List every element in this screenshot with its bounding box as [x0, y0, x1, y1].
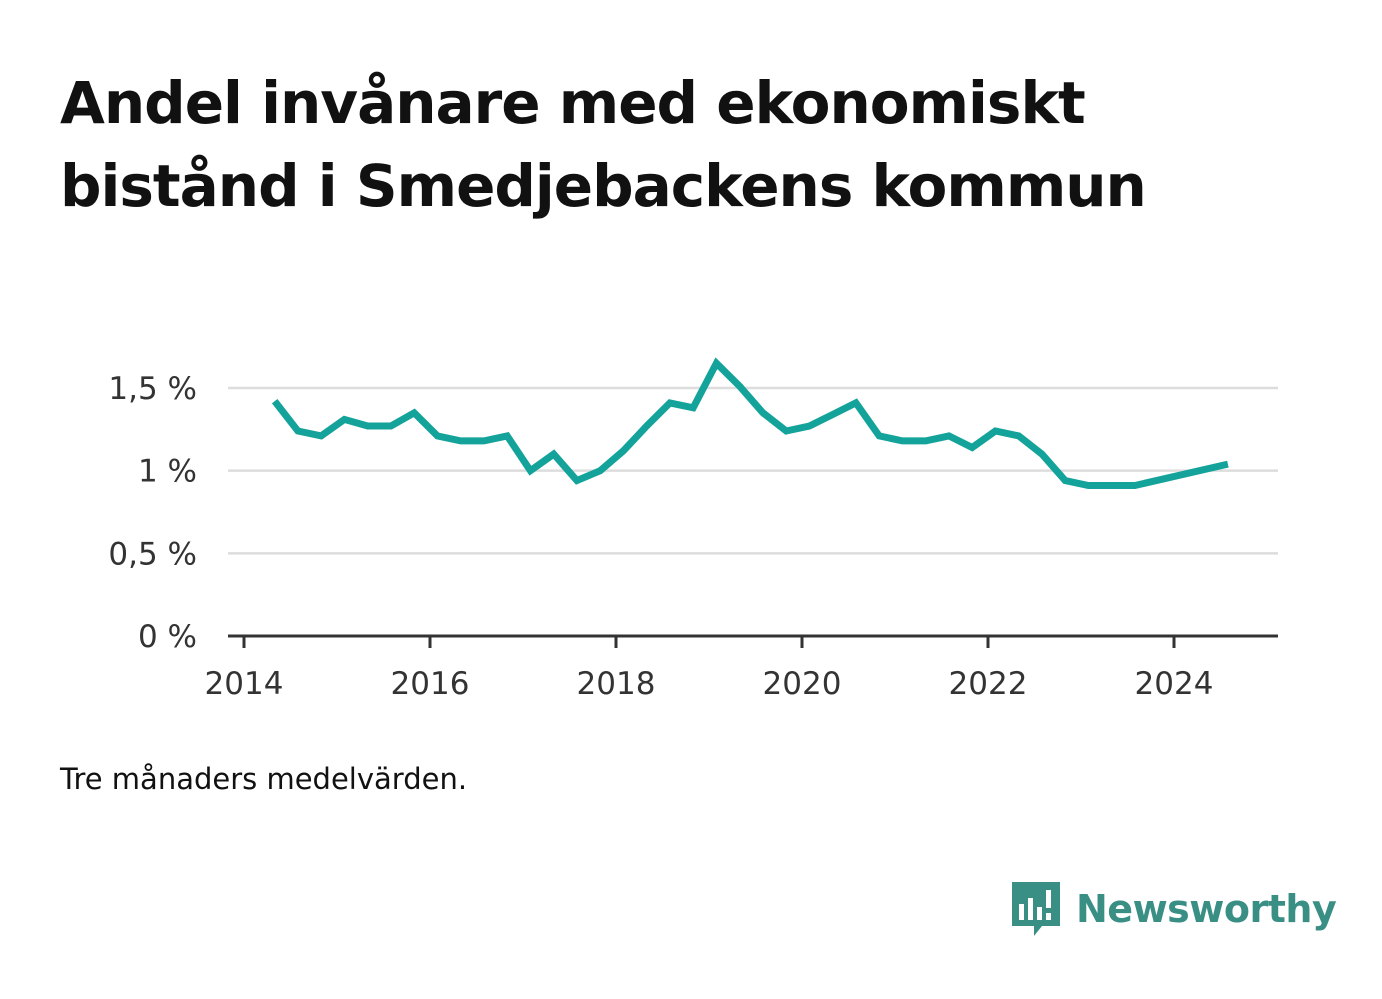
brand-name: Newsworthy — [1076, 887, 1337, 931]
x-tick-label: 2014 — [205, 666, 284, 702]
y-tick-label: 0 % — [138, 619, 197, 655]
newsworthy-logo[interactable]: Newsworthy — [1010, 878, 1337, 940]
series-line — [271, 357, 1229, 489]
y-tick-label: 1,5 % — [108, 371, 197, 407]
bar-chart-speech-bubble-icon — [1012, 882, 1060, 936]
y-tick-label: 1 % — [138, 454, 197, 490]
y-tick-label: 0,5 % — [108, 536, 197, 572]
line-chart: 0 % 0,5 % 1 % 1,5 % 2014 2016 2018 2020 2022 2024 — [108, 357, 1278, 702]
chart-note: Tre månaders medelvärden. — [60, 762, 468, 796]
chart-title-line-1: Andel invånare med ekonomiskt — [60, 69, 1086, 137]
x-tick-label: 2022 — [949, 666, 1028, 702]
chart-title-line-2: bistånd i Smedjebackens kommun — [60, 152, 1147, 220]
chart-title: Andel invånare med ekonomiskt bistånd i … — [60, 62, 1320, 228]
x-tick-label: 2018 — [577, 666, 656, 702]
x-tick-label: 2024 — [1135, 666, 1214, 702]
x-tick-label: 2020 — [763, 666, 842, 702]
x-tick-label: 2016 — [391, 666, 470, 702]
